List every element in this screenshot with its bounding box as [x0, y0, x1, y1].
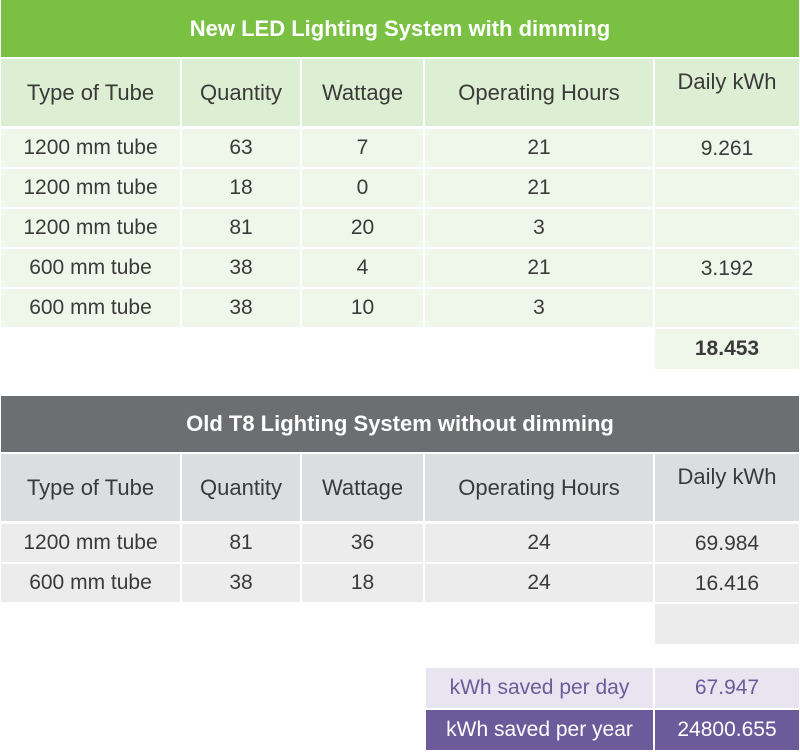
led-row-4-type: 600 mm tube — [1, 249, 180, 287]
old-header-type: Type of Tube — [1, 454, 180, 521]
old-row-2-type: 600 mm tube — [1, 564, 180, 602]
old-table-title: Old T8 Lighting System without dimming — [1, 396, 799, 452]
saved-per-year-value: 24800.655 — [655, 710, 799, 750]
saved-per-year-label: kWh saved per year — [426, 710, 653, 750]
led-header-wattage: Wattage — [302, 59, 423, 126]
old-header-quantity: Quantity — [182, 454, 300, 521]
led-table-title: New LED Lighting System with dimming — [1, 0, 799, 57]
led-header-quantity: Quantity — [182, 59, 300, 126]
led-row-4-hours: 21 — [425, 249, 653, 287]
old-row-1-type: 1200 mm tube — [1, 524, 180, 562]
old-row-2-hours: 24 — [425, 564, 653, 602]
led-row-5-wattage: 10 — [302, 289, 423, 327]
led-row-2-quantity: 18 — [182, 169, 300, 207]
led-row-5-daily — [655, 289, 799, 327]
led-row-3-type: 1200 mm tube — [1, 209, 180, 247]
led-row-5-hours: 3 — [425, 289, 653, 327]
led-header-hours: Operating Hours — [425, 59, 653, 126]
led-row-2-type: 1200 mm tube — [1, 169, 180, 207]
led-row-5-quantity: 38 — [182, 289, 300, 327]
old-total-daily-kwh — [655, 604, 799, 644]
led-row-5-type: 600 mm tube — [1, 289, 180, 327]
old-row-1-hours: 24 — [425, 524, 653, 562]
old-row-1-quantity: 81 — [182, 524, 300, 562]
led-row-3-hours: 3 — [425, 209, 653, 247]
old-row-1-daily: 69.984 — [655, 524, 799, 562]
old-header-daily: Daily kWh — [655, 454, 799, 521]
led-row-3-wattage: 20 — [302, 209, 423, 247]
led-row-3-daily — [655, 209, 799, 247]
old-row-2-wattage: 18 — [302, 564, 423, 602]
led-total-daily-kwh: 18.453 — [655, 329, 799, 369]
led-row-1-daily: 9.261 — [655, 129, 799, 167]
saved-per-day-label: kWh saved per day — [426, 668, 653, 708]
led-row-1-hours: 21 — [425, 129, 653, 167]
old-header-hours: Operating Hours — [425, 454, 653, 521]
old-header-wattage: Wattage — [302, 454, 423, 521]
led-row-3-quantity: 81 — [182, 209, 300, 247]
old-row-2-quantity: 38 — [182, 564, 300, 602]
led-row-2-daily — [655, 169, 799, 207]
old-row-1-wattage: 36 — [302, 524, 423, 562]
led-row-4-wattage: 4 — [302, 249, 423, 287]
led-row-1-wattage: 7 — [302, 129, 423, 167]
saved-per-day-value: 67.947 — [655, 668, 799, 708]
led-row-4-quantity: 38 — [182, 249, 300, 287]
led-row-2-hours: 21 — [425, 169, 653, 207]
led-header-daily: Daily kWh — [655, 59, 799, 126]
led-row-1-quantity: 63 — [182, 129, 300, 167]
led-row-2-wattage: 0 — [302, 169, 423, 207]
led-row-4-daily: 3.192 — [655, 249, 799, 287]
old-row-2-daily: 16.416 — [655, 564, 799, 602]
led-row-1-type: 1200 mm tube — [1, 129, 180, 167]
led-header-type: Type of Tube — [1, 59, 180, 126]
